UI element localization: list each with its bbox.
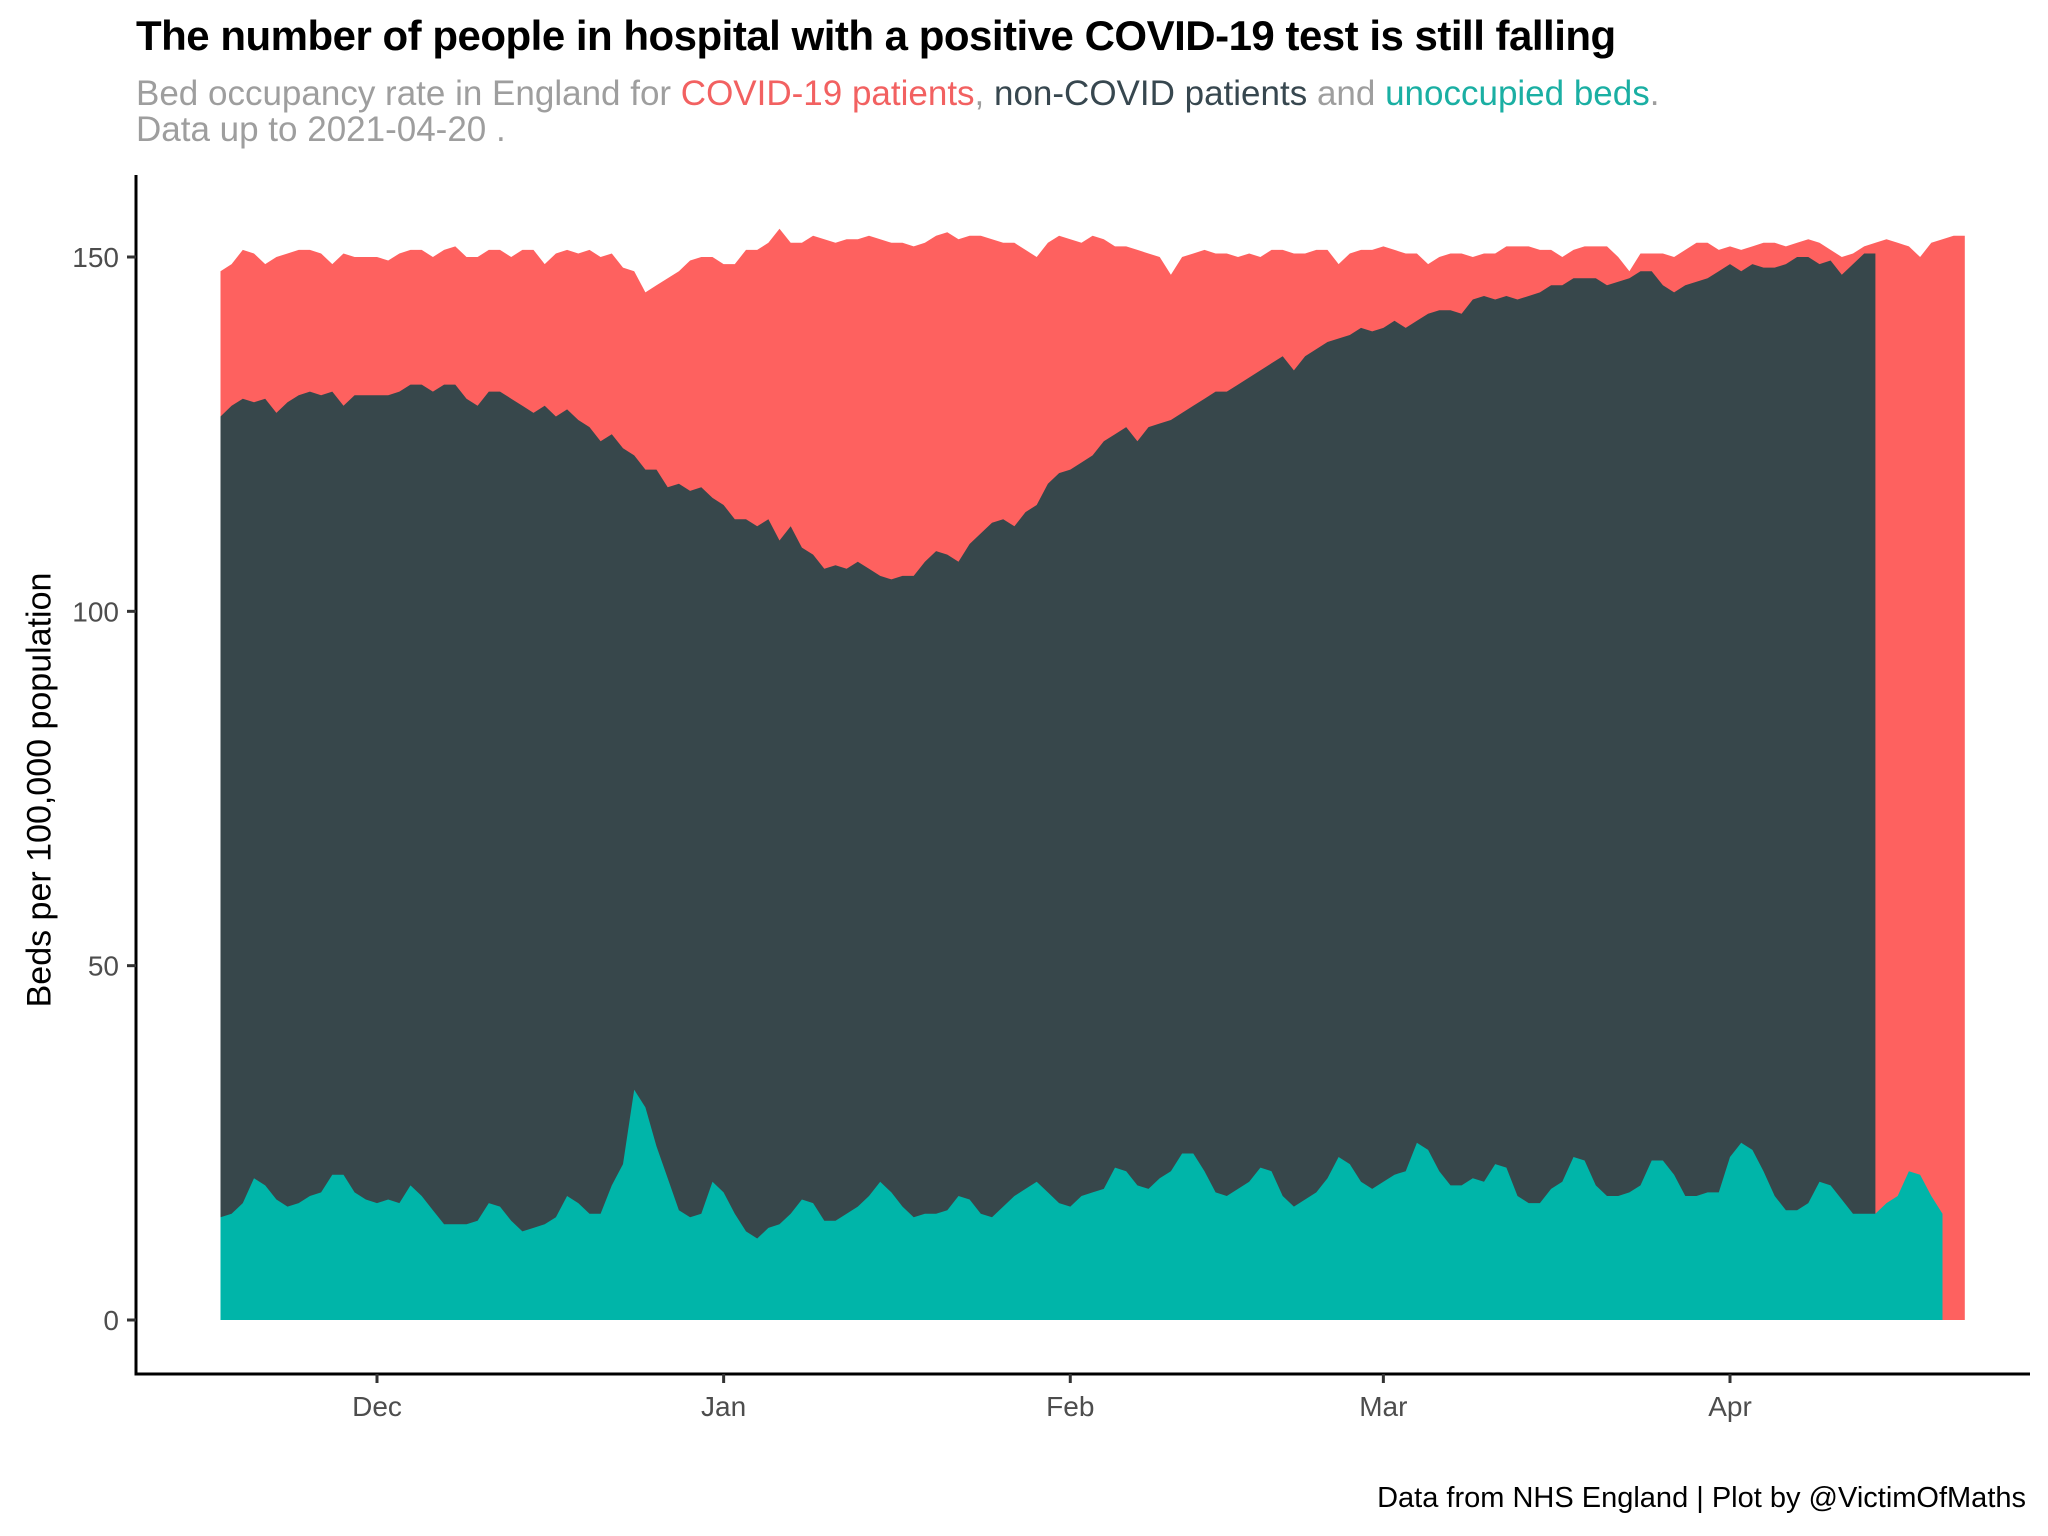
chart-title: The number of people in hospital with a … — [136, 12, 1616, 59]
y-axis-label: Beds per 100,000 population — [20, 572, 59, 1008]
y-tick-label-100: 100 — [72, 596, 119, 627]
y-tick-label-50: 50 — [88, 951, 119, 982]
area-noncovid — [220, 253, 1876, 1320]
legend-covid-label: COVID-19 patients — [680, 74, 975, 113]
chart-subtitle: Bed occupancy rate in England for COVID-… — [136, 76, 1659, 148]
x-tick-label-apr: Apr — [1708, 1391, 1752, 1422]
x-tick-label-dec: Dec — [352, 1391, 402, 1422]
y-tick-label-0: 0 — [103, 1305, 119, 1336]
legend-noncovid-label: non-COVID patients — [994, 74, 1308, 113]
chart-caption: Data from NHS England | Plot by @VictimO… — [1377, 1482, 2026, 1514]
subtitle-sep1: , — [974, 74, 994, 113]
y-tick-label-150: 150 — [72, 242, 119, 273]
x-tick-label-mar: Mar — [1359, 1391, 1407, 1422]
subtitle-prefix: Bed occupancy rate in England for — [136, 74, 681, 113]
area-unoccupied — [220, 1089, 1943, 1320]
subtitle-date-line: Data up to 2021-04-20 . — [136, 110, 506, 149]
subtitle-suffix: . — [1649, 74, 1660, 113]
legend-unoccupied-label: unoccupied beds — [1385, 74, 1650, 113]
x-tick-label-jan: Jan — [701, 1391, 746, 1422]
subtitle-sep2: and — [1307, 74, 1386, 113]
x-tick-label-feb: Feb — [1046, 1391, 1094, 1422]
